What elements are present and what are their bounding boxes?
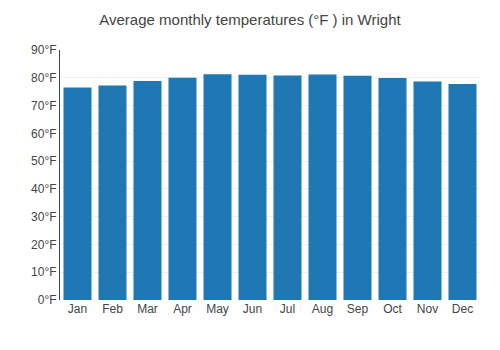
svg-text:May: May	[206, 302, 229, 316]
svg-text:Oct: Oct	[383, 302, 402, 316]
svg-text:Average monthly temperatures (: Average monthly temperatures (°F ) in Wr…	[99, 11, 401, 28]
svg-text:40°F: 40°F	[31, 182, 56, 196]
svg-text:0°F: 0°F	[38, 293, 57, 307]
svg-text:Jan: Jan	[68, 302, 87, 316]
svg-text:10°F: 10°F	[31, 265, 56, 279]
svg-text:Sep: Sep	[347, 302, 369, 316]
svg-text:Jun: Jun	[243, 302, 262, 316]
svg-text:70°F: 70°F	[31, 99, 56, 113]
svg-text:30°F: 30°F	[31, 210, 56, 224]
svg-text:Nov: Nov	[417, 302, 438, 316]
svg-text:50°F: 50°F	[31, 154, 56, 168]
svg-text:Mar: Mar	[137, 302, 158, 316]
svg-text:90°F: 90°F	[31, 43, 56, 57]
svg-text:Jul: Jul	[280, 302, 295, 316]
svg-text:20°F: 20°F	[31, 238, 56, 252]
svg-text:Feb: Feb	[102, 302, 123, 316]
svg-text:60°F: 60°F	[31, 127, 56, 141]
svg-text:Dec: Dec	[452, 302, 473, 316]
svg-text:Apr: Apr	[173, 302, 192, 316]
svg-text:Aug: Aug	[312, 302, 333, 316]
svg-text:80°F: 80°F	[31, 71, 56, 85]
